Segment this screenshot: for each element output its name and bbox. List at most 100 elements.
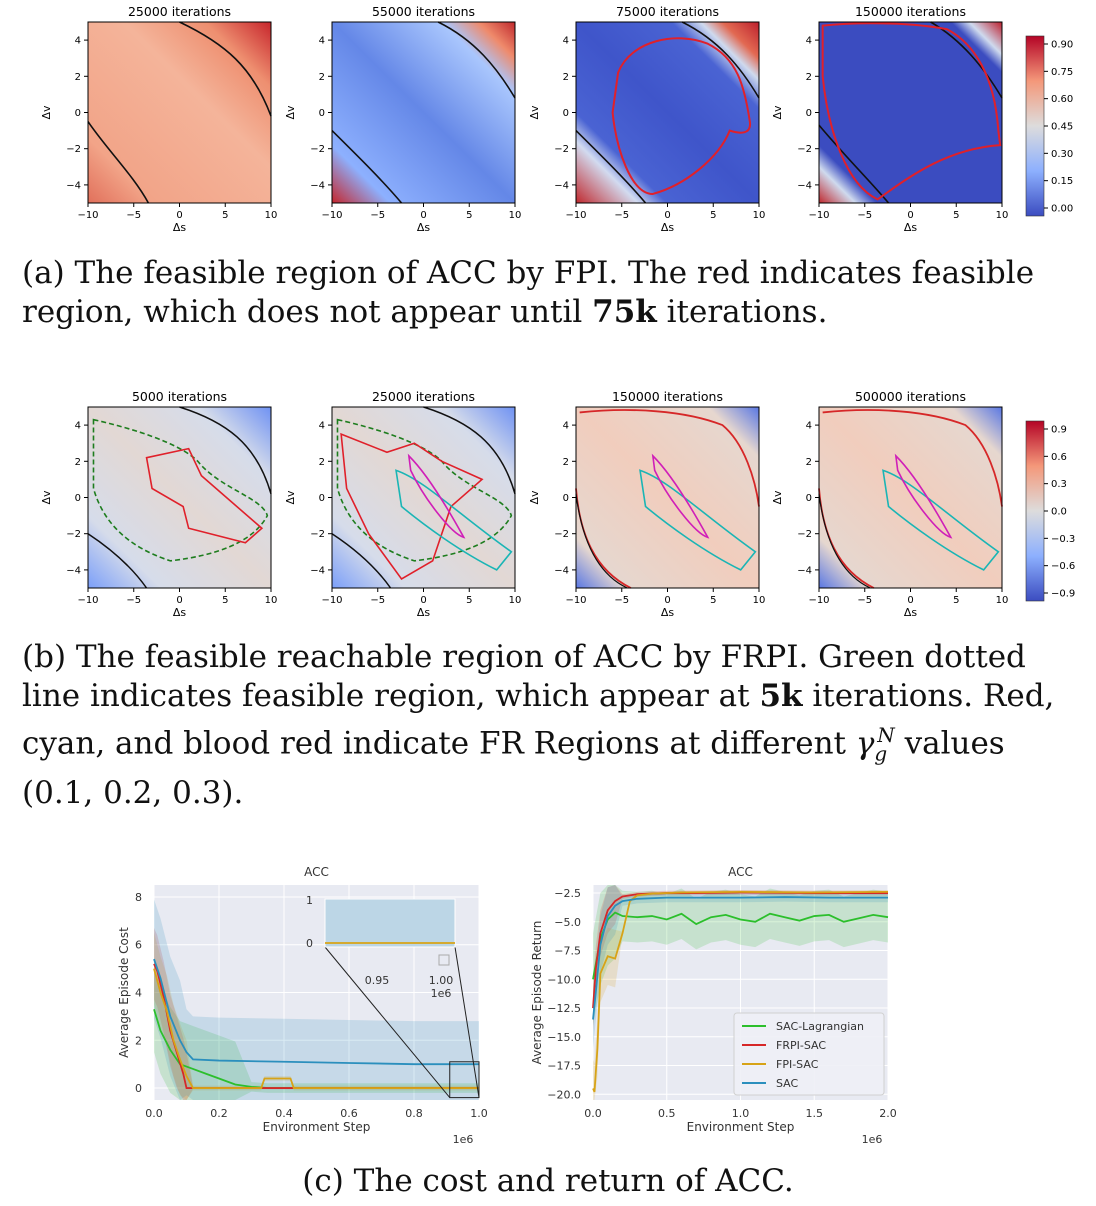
y-tick-label: 4 bbox=[135, 987, 142, 1000]
y-tick-label: 2 bbox=[75, 72, 81, 83]
row-b-heatmaps: 5000 iterations−10 −5 0 5 10420−2−4ΔsΔv25000… bbox=[40, 389, 1075, 619]
y-axis-label: Δv bbox=[528, 105, 541, 120]
y-tick-label: 6 bbox=[135, 939, 142, 952]
fr-region-contour bbox=[651, 453, 710, 539]
boundary-line bbox=[575, 130, 647, 204]
x-tick-label: −5 bbox=[126, 210, 141, 221]
return-chart: 0.0 0.5 1.0 1.5 2.0 −2.5 −5.0 −7.5 −10.0 −12.5 −15… bbox=[530, 865, 897, 1146]
x-tick-label: −10 bbox=[77, 595, 98, 606]
feasible-region-contour bbox=[92, 418, 269, 562]
x-axis-label: Environment Step bbox=[687, 1120, 795, 1134]
y-tick-label: 4 bbox=[806, 421, 812, 432]
series-band bbox=[154, 928, 479, 1100]
colorbar-tick-label: 0.0 bbox=[1051, 507, 1067, 518]
x-tick-label: 5 bbox=[953, 210, 959, 221]
x-tick-label: 0.0 bbox=[584, 1107, 602, 1120]
x-tick-label: 0 bbox=[664, 210, 670, 221]
fr-region-contour bbox=[145, 447, 264, 544]
panel-title: 150000 iterations bbox=[855, 4, 966, 19]
series-band bbox=[154, 966, 479, 1100]
boundary-line bbox=[87, 121, 150, 204]
x-axis-label: Δs bbox=[173, 221, 187, 234]
y-tick-label: 0 bbox=[563, 493, 569, 504]
inset-y-tick: 0 bbox=[306, 937, 313, 950]
legend-entry: SAC bbox=[776, 1077, 799, 1090]
x-axis-label: Δs bbox=[661, 221, 675, 234]
x-tick-label: 10 bbox=[509, 210, 522, 221]
colorbar-tick-label: 0.9 bbox=[1051, 425, 1067, 436]
x-tick-label: 0 bbox=[420, 210, 426, 221]
y-tick-label: 0 bbox=[319, 108, 325, 119]
inset-y-tick: 1 bbox=[306, 894, 313, 907]
y-tick-label: 0 bbox=[75, 493, 81, 504]
colorbar-tick-label: 0.6 bbox=[1051, 452, 1067, 463]
panel-title: 25000 iterations bbox=[128, 4, 231, 19]
heatmap-panel-b4: 500000 iterations −10 −5 0 5 10 4 2 0 −2 −4 Δs Δv bbox=[771, 389, 1008, 619]
y-tick-label: −2 bbox=[797, 529, 812, 540]
x-tick-label: −5 bbox=[370, 595, 385, 606]
colorbar-tick-label: −0.9 bbox=[1051, 589, 1075, 600]
x-tick-label: 5 bbox=[466, 595, 472, 606]
fr-region-contour bbox=[882, 469, 1000, 571]
x-tick-label: 10 bbox=[265, 595, 278, 606]
y-tick-label: 0 bbox=[563, 108, 569, 119]
y-tick-label: −10.0 bbox=[547, 973, 581, 986]
x-tick-label: 5 bbox=[222, 210, 228, 221]
heatmap-panel-a2: 55000 iterations −10 −5 0 5 10 4 2 0 −2 −4 Δs Δv bbox=[284, 4, 521, 234]
y-tick-label: 2 bbox=[135, 1034, 142, 1047]
y-tick-label: −4 bbox=[66, 565, 81, 576]
x-multiplier: 1e6 bbox=[453, 1133, 474, 1146]
series-band bbox=[154, 932, 479, 1100]
inset-x-multiplier: 1e6 bbox=[431, 987, 452, 1000]
y-tick-label: −2 bbox=[310, 529, 325, 540]
x-tick-label: −5 bbox=[614, 210, 629, 221]
y-tick-label: 0 bbox=[75, 108, 81, 119]
chart-title: ACC bbox=[304, 865, 329, 879]
x-tick-label: 1.0 bbox=[732, 1107, 750, 1120]
legend-entry: FPI-SAC bbox=[776, 1058, 819, 1071]
x-axis-label: Environment Step bbox=[263, 1120, 371, 1134]
panel-title: 150000 iterations bbox=[612, 389, 723, 404]
y-axis-label: Δv bbox=[284, 490, 297, 505]
y-tick-label: −12.5 bbox=[547, 1002, 581, 1015]
boundary-line bbox=[437, 21, 516, 99]
y-tick-label: 2 bbox=[806, 72, 812, 83]
x-tick-label: 5 bbox=[466, 210, 472, 221]
series-band bbox=[154, 899, 479, 1100]
x-tick-label: 0 bbox=[176, 595, 182, 606]
heatmap-panel-a1: 25000 iterations −10 −5 0 5 10 4 2 0 −2 −4 Δs Δv bbox=[40, 4, 277, 234]
x-tick-label: −10 bbox=[321, 595, 342, 606]
x-tick-label: −10 bbox=[565, 210, 586, 221]
inset-x-tick: 1.00 bbox=[429, 974, 454, 987]
colorbar-tick-label: 0.45 bbox=[1051, 122, 1073, 133]
y-tick-label: −4 bbox=[66, 180, 81, 191]
heatmap-panel-b2: 25000 iterations −10 −5 0 5 10 4 2 0 −2 −4 Δs Δv bbox=[284, 389, 521, 619]
y-axis-label: Δv bbox=[40, 490, 53, 505]
y-tick-label: 8 bbox=[135, 891, 142, 904]
x-tick-label: 10 bbox=[509, 595, 522, 606]
x-tick-label: 5 bbox=[710, 595, 716, 606]
legend-entry: FRPI-SAC bbox=[776, 1039, 826, 1052]
y-tick-label: 4 bbox=[563, 421, 569, 432]
y-tick-label: −2 bbox=[797, 144, 812, 155]
y-tick-label: −17.5 bbox=[547, 1060, 581, 1073]
x-tick-label: 0.2 bbox=[210, 1107, 228, 1120]
colorbar-tick-label: 0.75 bbox=[1051, 67, 1073, 78]
panel-title: 55000 iterations bbox=[372, 4, 475, 19]
y-tick-label: 0 bbox=[806, 493, 812, 504]
y-tick-label: 0 bbox=[806, 108, 812, 119]
y-tick-label: 4 bbox=[75, 421, 81, 432]
x-tick-label: 0.5 bbox=[658, 1107, 676, 1120]
row-b-colorbar: 0.9 0.6 0.3 0.0 −0.3 −0.6 −0.9 bbox=[1025, 420, 1075, 602]
y-tick-label: −2 bbox=[66, 144, 81, 155]
feasible-region-contour bbox=[336, 418, 513, 562]
colorbar-tick-label: 0.60 bbox=[1051, 94, 1073, 105]
colorbar-tick-label: 0.15 bbox=[1051, 176, 1073, 187]
feasible-region-contour bbox=[611, 37, 751, 195]
y-tick-label: −15.0 bbox=[547, 1031, 581, 1044]
x-tick-label: 2.0 bbox=[879, 1107, 897, 1120]
y-tick-label: 0 bbox=[319, 493, 325, 504]
x-tick-label: −5 bbox=[857, 595, 872, 606]
x-multiplier: 1e6 bbox=[862, 1133, 883, 1146]
